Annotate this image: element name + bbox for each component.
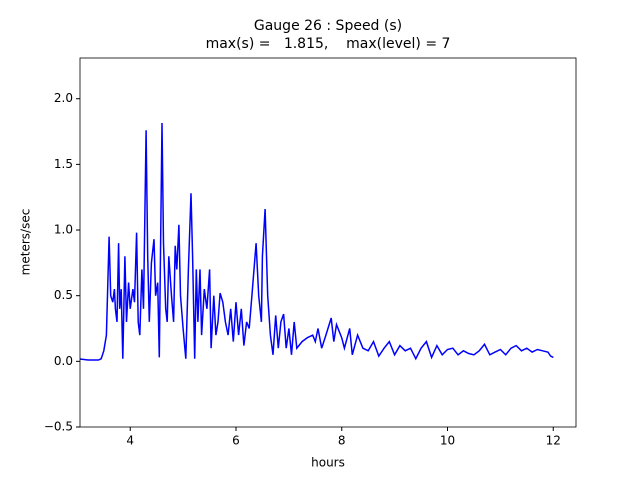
x-axis-label: hours <box>311 456 345 470</box>
chart-subtitle: max(s) = 1.815, max(level) = 7 <box>206 36 451 52</box>
x-tick-label: 10 <box>440 434 455 448</box>
x-tick-label: 8 <box>338 434 346 448</box>
x-tick-label: 6 <box>232 434 240 448</box>
line <box>80 122 554 361</box>
y-tick-label: 2.0 <box>54 91 73 105</box>
plot-frame <box>79 57 577 428</box>
y-tick-label: 0.0 <box>54 354 73 368</box>
y-tick-label: 1.5 <box>54 157 73 171</box>
y-axis-label: meters/sec <box>19 209 33 276</box>
x-tick-label: 4 <box>126 434 134 448</box>
chart-title: Gauge 26 : Speed (s) <box>254 18 402 34</box>
y-tick-label: 0.5 <box>54 288 73 302</box>
x-tick-label: 12 <box>546 434 561 448</box>
y-tick-label: −0.5 <box>44 420 73 434</box>
y-tick-label: 1.0 <box>54 223 73 237</box>
